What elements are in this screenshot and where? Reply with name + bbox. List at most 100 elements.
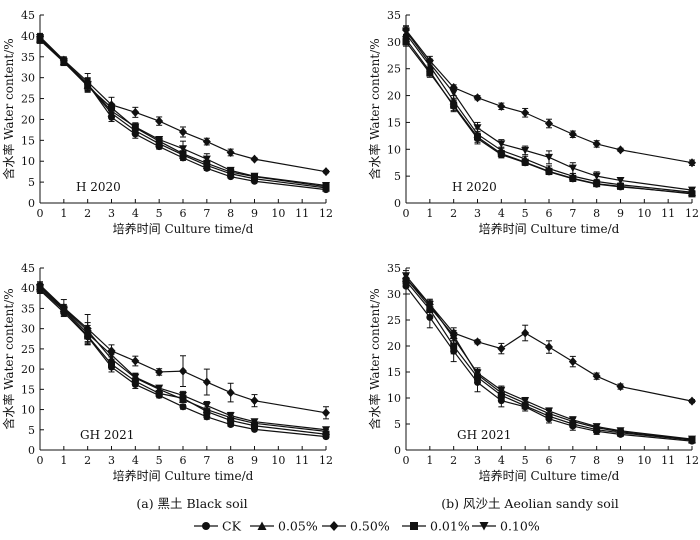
legend-item-0.50%: 0.50% — [322, 519, 390, 534]
x-tick-label: 12 — [685, 454, 699, 467]
data-point — [36, 34, 44, 42]
data-point — [616, 382, 625, 392]
data-point — [616, 176, 625, 185]
x-tick-label: 7 — [569, 454, 576, 467]
legend-marker-square — [410, 522, 418, 530]
data-point — [202, 137, 211, 147]
data-point — [202, 377, 211, 387]
x-tick-label: 8 — [227, 454, 234, 467]
data-point — [568, 129, 577, 139]
y-tick-label: 20 — [21, 113, 35, 126]
panel-tag: GH 2021 — [80, 428, 134, 442]
data-point — [497, 386, 506, 395]
x-tick-label: 2 — [450, 454, 457, 467]
y-tick-label: 45 — [21, 9, 35, 22]
data-point — [616, 427, 625, 435]
x-tick-label: 9 — [617, 454, 624, 467]
x-tick-label: 0 — [37, 207, 44, 220]
caption-left: (a) 黑土 Black soil — [136, 496, 247, 511]
legend-label: 0.01% — [430, 519, 470, 534]
data-point — [322, 408, 330, 418]
data-point — [250, 396, 259, 406]
y-tick-label: 5 — [28, 424, 35, 437]
y-tick-label: 15 — [387, 366, 401, 379]
series-0.10% — [402, 26, 696, 195]
x-tick-label: 6 — [180, 207, 187, 220]
data-point — [59, 57, 68, 66]
x-axis-title: 培养时间 Culture time/d — [113, 468, 254, 483]
x-tick-label: 3 — [474, 454, 481, 467]
data-point — [250, 418, 259, 426]
x-tick-label: 3 — [474, 207, 481, 220]
data-point — [227, 416, 235, 424]
series-line — [39, 37, 327, 191]
x-tick-label: 3 — [108, 454, 115, 467]
y-tick-label: 30 — [21, 323, 35, 336]
x-tick-label: 5 — [522, 454, 529, 467]
x-tick-label: 0 — [37, 454, 44, 467]
y-tick-label: 25 — [387, 63, 401, 76]
data-point — [688, 186, 696, 195]
data-point — [617, 182, 624, 190]
data-point — [155, 135, 164, 144]
data-point — [226, 166, 235, 175]
series-line — [39, 37, 327, 187]
x-tick-label: 12 — [685, 207, 699, 220]
legend-item-CK: CK — [194, 519, 242, 534]
x-tick-label: 4 — [132, 207, 139, 220]
data-point — [473, 337, 482, 347]
legend-item-0.10%: 0.10% — [472, 519, 540, 534]
y-tick-label: 40 — [21, 282, 35, 295]
data-point — [226, 147, 235, 157]
series-0.01% — [36, 36, 330, 191]
data-point — [179, 145, 187, 153]
data-point — [36, 283, 44, 292]
data-point — [568, 357, 577, 367]
legend-label: 0.10% — [500, 519, 540, 534]
y-tick-label: 35 — [387, 262, 401, 275]
data-point — [179, 366, 187, 376]
y-tick-label: 0 — [394, 197, 401, 210]
data-point — [474, 133, 481, 141]
data-point — [568, 416, 577, 424]
data-point — [497, 344, 506, 354]
data-point — [497, 101, 506, 111]
x-tick-label: 4 — [498, 454, 505, 467]
data-point — [497, 150, 505, 158]
caption-right: (b) 风沙土 Aeolian sandy soil — [441, 496, 619, 511]
series-0.10% — [402, 270, 696, 444]
x-tick-label: 10 — [637, 454, 651, 467]
y-tick-label: 25 — [387, 314, 401, 327]
x-tick-label: 0 — [403, 207, 410, 220]
y-tick-label: 0 — [394, 444, 401, 457]
x-tick-label: 1 — [426, 207, 433, 220]
x-tick-label: 7 — [569, 207, 576, 220]
data-point — [155, 116, 164, 126]
data-point — [425, 59, 434, 68]
data-point — [155, 384, 164, 393]
legend-label: CK — [222, 519, 242, 534]
x-axis-title: 培养时间 Culture time/d — [479, 221, 620, 236]
data-point — [592, 371, 601, 381]
series-0.01% — [402, 274, 696, 444]
x-tick-label: 8 — [593, 454, 600, 467]
x-tick-label: 7 — [203, 207, 210, 220]
data-point — [322, 430, 330, 438]
y-tick-label: 0 — [28, 444, 35, 457]
x-tick-label: 6 — [546, 454, 553, 467]
data-point — [322, 167, 330, 177]
y-tick-label: 0 — [28, 197, 35, 210]
x-tick-label: 6 — [546, 207, 553, 220]
x-tick-label: 10 — [271, 454, 285, 467]
y-tick-label: 10 — [21, 155, 35, 168]
data-point — [107, 107, 116, 116]
y-tick-label: 5 — [394, 170, 401, 183]
data-point — [449, 334, 458, 343]
y-tick-label: 30 — [387, 36, 401, 49]
x-tick-label: 5 — [522, 207, 529, 220]
panel-tag: H 2020 — [76, 180, 121, 194]
